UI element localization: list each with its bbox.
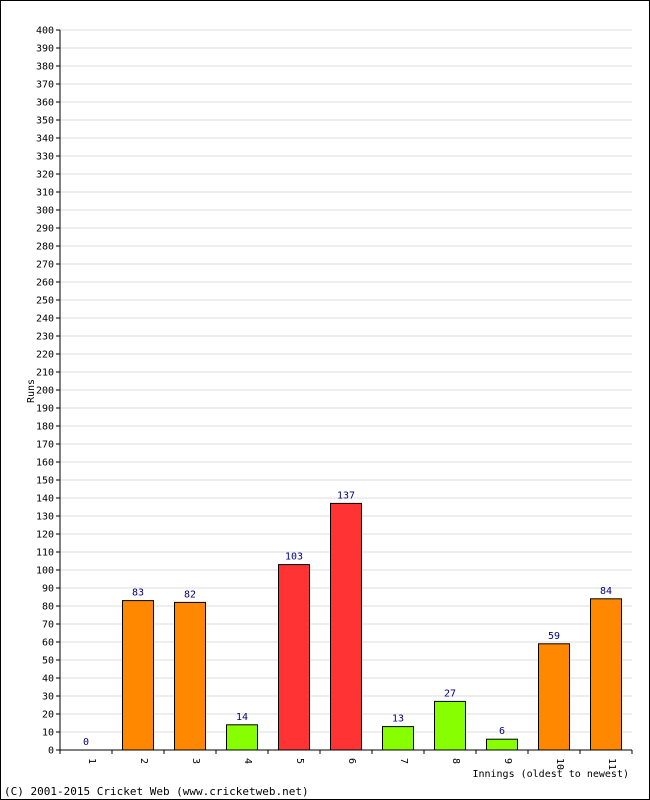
- data-label: 13: [392, 714, 404, 725]
- x-tick-label: 1: [86, 758, 97, 764]
- y-axis-title: Runs: [26, 379, 37, 403]
- bar: [486, 738, 518, 751]
- y-tick-label: 140: [36, 494, 54, 505]
- y-tick-label: 320: [36, 170, 54, 181]
- x-tick-label: 4: [242, 758, 253, 764]
- y-tick-label: 260: [36, 278, 54, 289]
- x-tick-label: 2: [138, 758, 149, 764]
- y-tick-label: 10: [42, 728, 54, 739]
- y-tick-label: 270: [36, 260, 54, 271]
- y-tick-label: 390: [36, 44, 54, 55]
- bar: [538, 643, 570, 751]
- bar: [382, 726, 414, 751]
- y-tick-label: 100: [36, 566, 54, 577]
- data-label: 82: [184, 589, 196, 600]
- y-tick-label: 350: [36, 116, 54, 127]
- copyright-footer: (C) 2001-2015 Cricket Web (www.cricketwe…: [4, 785, 309, 798]
- y-tick-label: 310: [36, 188, 54, 199]
- x-tick-label: 7: [398, 758, 409, 764]
- data-label: 0: [83, 737, 89, 748]
- x-tick-label: 5: [294, 758, 305, 764]
- y-tick-label: 290: [36, 224, 54, 235]
- x-tick-label: 3: [190, 758, 201, 764]
- bar: [278, 564, 310, 751]
- y-tick-label: 170: [36, 440, 54, 451]
- data-label: 83: [132, 588, 144, 599]
- x-tick-label: 9: [502, 758, 513, 764]
- y-tick-label: 400: [36, 26, 54, 37]
- data-label: 137: [337, 490, 355, 501]
- y-tick-label: 60: [42, 638, 54, 649]
- y-tick-label: 190: [36, 404, 54, 415]
- y-tick-label: 0: [48, 746, 54, 757]
- x-tick-label: 6: [346, 758, 357, 764]
- y-tick-label: 80: [42, 602, 54, 613]
- y-tick-label: 280: [36, 242, 54, 253]
- data-label: 14: [236, 712, 248, 723]
- bar: [122, 600, 154, 751]
- y-tick-label: 160: [36, 458, 54, 469]
- bar: [174, 601, 206, 751]
- x-tick-label: 11: [606, 758, 617, 770]
- y-tick-label: 230: [36, 332, 54, 343]
- y-tick-label: 370: [36, 80, 54, 91]
- y-tick-label: 250: [36, 296, 54, 307]
- y-tick-label: 300: [36, 206, 54, 217]
- bar: [226, 724, 258, 751]
- y-tick-label: 220: [36, 350, 54, 361]
- data-label: 6: [499, 726, 505, 737]
- x-tick-label: 10: [554, 758, 565, 770]
- y-tick-label: 210: [36, 368, 54, 379]
- y-tick-label: 120: [36, 530, 54, 541]
- y-tick-label: 330: [36, 152, 54, 163]
- bar: [590, 598, 622, 751]
- y-tick-label: 180: [36, 422, 54, 433]
- y-axis-ticks: 0 10 20 30 40 50 60 70 80 90 100 110 120 130 140 150 160…: [36, 26, 60, 757]
- data-label: 27: [444, 688, 456, 699]
- bars: [122, 502, 622, 751]
- y-tick-label: 240: [36, 314, 54, 325]
- y-tick-label: 340: [36, 134, 54, 145]
- y-tick-label: 380: [36, 62, 54, 73]
- data-label: 84: [600, 586, 612, 597]
- y-tick-label: 20: [42, 710, 54, 721]
- data-label: 59: [548, 631, 560, 642]
- y-tick-label: 200: [36, 386, 54, 397]
- y-tick-label: 90: [42, 584, 54, 595]
- y-tick-label: 40: [42, 674, 54, 685]
- x-tick-label: 8: [450, 758, 461, 764]
- data-label: 103: [285, 552, 303, 563]
- y-tick-label: 130: [36, 512, 54, 523]
- x-axis-ticks: 1 2 3 4 5 6 7 8 9 10 11: [59, 750, 633, 770]
- y-tick-label: 360: [36, 98, 54, 109]
- bar: [434, 700, 466, 751]
- y-tick-label: 70: [42, 620, 54, 631]
- y-tick-label: 50: [42, 656, 54, 667]
- y-tick-label: 30: [42, 692, 54, 703]
- y-tick-label: 150: [36, 476, 54, 487]
- data-labels: 0 83 82 14 103 137 13 27 6 59 84: [83, 490, 612, 748]
- y-tick-label: 110: [36, 548, 54, 559]
- bar: [330, 502, 362, 751]
- x-axis-title: Innings (oldest to newest): [472, 769, 629, 780]
